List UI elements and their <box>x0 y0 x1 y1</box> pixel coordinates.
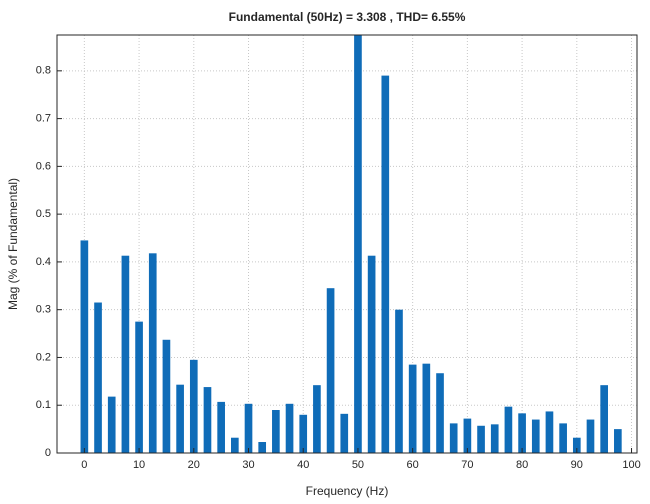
bar <box>408 364 417 453</box>
plot-area <box>57 35 637 453</box>
axes-box <box>56 34 638 454</box>
x-axis-label: Frequency (Hz) <box>306 484 389 498</box>
y-tick-label: 0.3 <box>36 304 51 316</box>
bar <box>217 401 225 453</box>
bar <box>449 423 458 453</box>
x-tick-label: 80 <box>516 459 528 471</box>
x-tick-label: 30 <box>242 459 254 471</box>
bar <box>559 423 567 453</box>
bar <box>545 411 554 453</box>
x-tick-label: 50 <box>352 459 364 471</box>
bar <box>121 255 130 453</box>
bar <box>176 384 184 453</box>
bar <box>244 403 253 453</box>
bar <box>614 429 622 453</box>
bar <box>477 425 485 453</box>
chart-title: Fundamental (50Hz) = 3.308 , THD= 6.55% <box>229 10 466 24</box>
x-tick-label: 70 <box>461 459 473 471</box>
x-tick-label: 20 <box>188 459 200 471</box>
bar <box>572 437 581 453</box>
bar <box>381 75 390 453</box>
bar <box>326 288 335 453</box>
bar <box>203 387 212 453</box>
bar <box>463 418 472 453</box>
x-tick-label: 0 <box>81 459 87 471</box>
bar <box>531 419 540 453</box>
y-tick-label: 0.5 <box>36 208 51 220</box>
bar <box>285 403 294 453</box>
bar <box>600 385 608 453</box>
bar <box>340 413 349 453</box>
bar <box>94 302 102 453</box>
y-tick-label: 0.8 <box>36 65 51 77</box>
bar <box>436 373 444 453</box>
axes-box <box>56 34 638 454</box>
bar <box>313 385 321 453</box>
bar <box>135 321 143 453</box>
y-axis-label: Mag (% of Fundamental) <box>6 178 20 310</box>
y-tick-label: 0.2 <box>36 351 51 363</box>
y-tick-label: 0.4 <box>36 256 51 268</box>
bar <box>80 240 89 453</box>
bar <box>299 414 308 453</box>
bar <box>189 359 198 453</box>
bar <box>107 396 116 453</box>
bar <box>148 253 157 453</box>
x-tick-label: 60 <box>407 459 419 471</box>
bar <box>162 339 171 453</box>
bar <box>272 410 280 453</box>
y-tick-label: 0 <box>45 447 51 459</box>
y-tick-label: 0.7 <box>36 113 51 125</box>
bar <box>231 437 239 453</box>
bar <box>354 35 362 453</box>
bar <box>490 424 499 453</box>
x-tick-label: 10 <box>133 459 145 471</box>
y-tick-label: 0.6 <box>36 160 51 172</box>
bar <box>518 413 526 453</box>
y-tick-label: 0.1 <box>36 399 51 411</box>
bar <box>395 309 403 453</box>
bar <box>422 363 431 453</box>
x-tick-label: 100 <box>622 459 640 471</box>
bar <box>367 255 376 453</box>
bar <box>504 406 513 453</box>
bar <box>586 419 595 453</box>
x-tick-label: 40 <box>297 459 309 471</box>
bar <box>258 442 267 453</box>
x-tick-label: 90 <box>571 459 583 471</box>
